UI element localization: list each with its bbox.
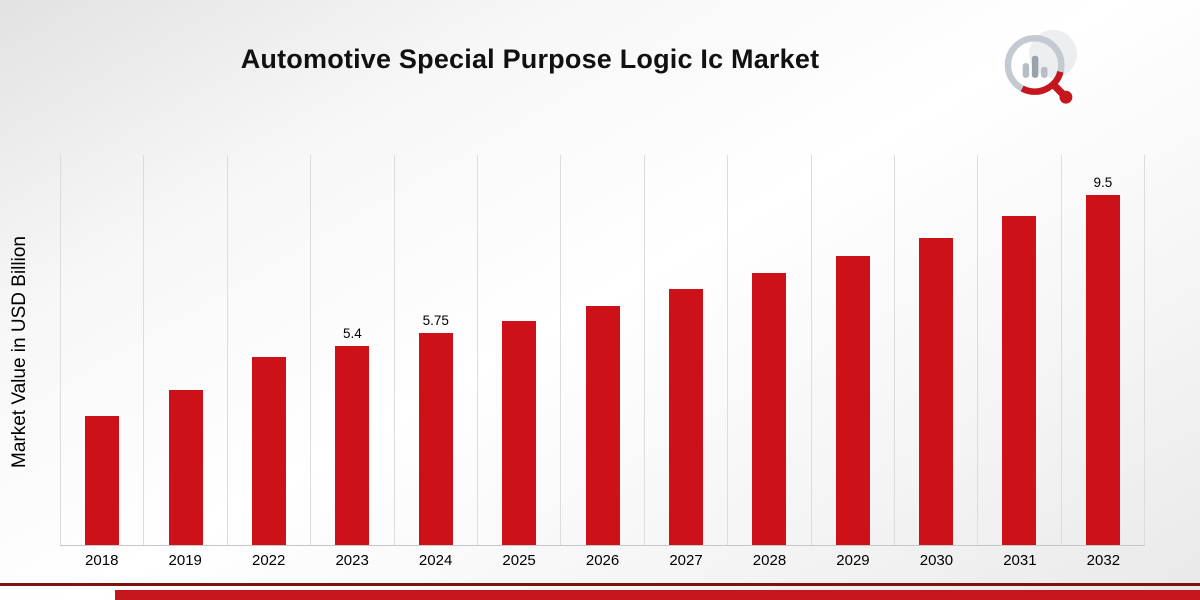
x-tick-2024: 2024 xyxy=(418,552,453,569)
x-tick-2022: 2022 xyxy=(251,552,286,569)
bar-2018 xyxy=(85,416,120,545)
bar-value-label: 9.5 xyxy=(1093,175,1113,191)
grid-column xyxy=(143,155,226,545)
x-tick-2031: 2031 xyxy=(1003,552,1037,569)
bar-2030 xyxy=(919,237,954,545)
bar-2024: 5.75 xyxy=(418,313,453,545)
x-tick-2029: 2029 xyxy=(836,552,870,569)
grid-column xyxy=(893,155,977,545)
x-axis: 2018 2019 2022 2023 2024 2025 2026 2027 2028 2029… xyxy=(60,552,1145,569)
chart-title: Automotive Special Purpose Logic Ic Mark… xyxy=(240,44,820,74)
brand-logo xyxy=(1004,29,1077,104)
x-tick-2028: 2028 xyxy=(752,552,787,569)
logo-bar-2 xyxy=(1031,55,1039,78)
grid-column xyxy=(60,155,143,545)
x-tick-2026: 2026 xyxy=(585,552,620,569)
logo-bar-3 xyxy=(1041,66,1048,78)
logo-bar-1 xyxy=(1022,63,1030,78)
grid-column: 5.4 xyxy=(310,155,393,545)
bar-2019 xyxy=(168,390,203,545)
x-tick-2032: 2032 xyxy=(1086,552,1121,569)
y-axis-label: Market Value in USD Billion xyxy=(9,236,30,469)
bar-2029 xyxy=(835,256,870,545)
bar-2025 xyxy=(502,320,537,545)
x-tick-2025: 2025 xyxy=(502,552,536,569)
grid-column xyxy=(643,155,727,545)
grid-column: 9.5 xyxy=(1060,155,1146,545)
bar-2023: 5.4 xyxy=(335,326,370,545)
x-tick-2023: 2023 xyxy=(335,552,369,569)
logo-magnifier-dot xyxy=(1059,90,1073,104)
bar-2027 xyxy=(668,289,703,545)
x-tick-2030: 2030 xyxy=(919,552,954,569)
x-tick-2018: 2018 xyxy=(85,552,119,569)
x-tick-2019: 2019 xyxy=(168,552,202,569)
grid-column xyxy=(727,155,810,545)
footer-red-band xyxy=(115,590,1200,600)
bar-2022 xyxy=(251,357,286,545)
bar-2031 xyxy=(1002,215,1037,545)
bar-2026 xyxy=(585,305,620,545)
bar-value-label: 5.4 xyxy=(342,326,362,342)
footer-dark-line xyxy=(0,583,1200,586)
plot-area: 5.4 5.75 9.5 xyxy=(60,155,1146,546)
grid-column xyxy=(810,155,894,545)
x-tick-2027: 2027 xyxy=(669,552,703,569)
grid-column xyxy=(560,155,643,545)
logo-ring-red-arc xyxy=(1004,35,1065,95)
bar-2032: 9.5 xyxy=(1085,175,1120,545)
grid-column xyxy=(977,155,1060,545)
bar-2028 xyxy=(752,272,787,545)
bar-value-label: 5.75 xyxy=(422,313,449,329)
grid-column: 5.75 xyxy=(393,155,477,545)
grid-column xyxy=(476,155,560,545)
grid-column xyxy=(226,155,310,545)
